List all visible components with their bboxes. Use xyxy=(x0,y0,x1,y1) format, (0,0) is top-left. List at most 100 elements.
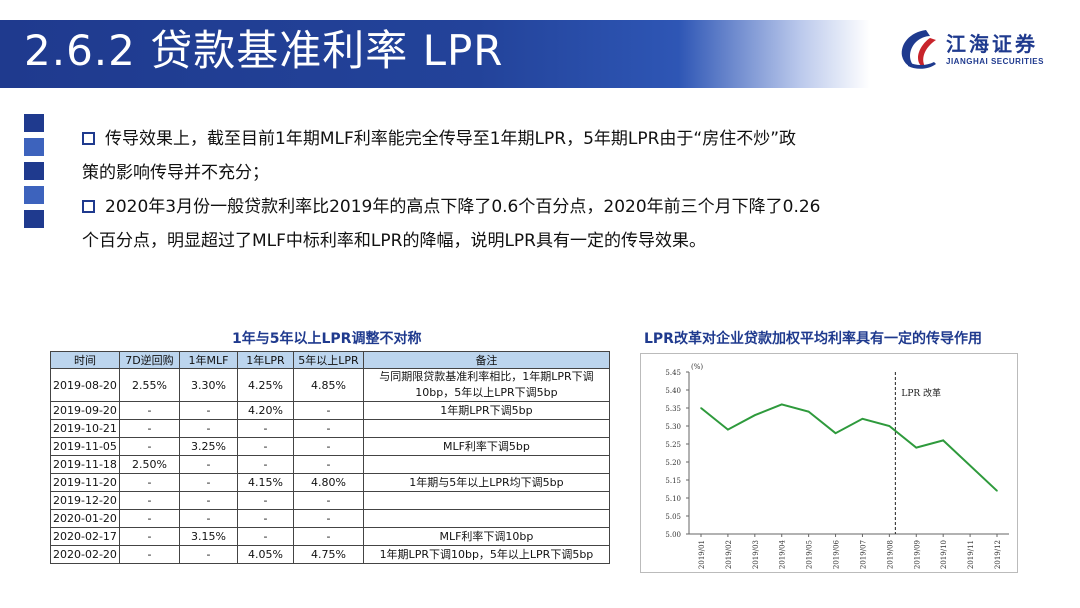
x-tick-label: 2019/05 xyxy=(806,540,814,569)
table-cell: 4.75% xyxy=(292,545,364,564)
table-cell xyxy=(362,491,610,510)
table-cell: 3.15% xyxy=(178,527,238,546)
table-cell: - xyxy=(236,509,294,528)
table-cell: - xyxy=(178,455,238,474)
data-point xyxy=(727,428,729,431)
table-cell: - xyxy=(118,509,180,528)
table-row: 2019-11-20- -4.15% 4.80% 1年期与5年以上LPR均下调5bp xyxy=(50,473,610,492)
table-cell: - xyxy=(178,401,238,420)
series-line xyxy=(700,403,998,492)
col-header: 1年MLF xyxy=(178,351,238,369)
table-cell: - xyxy=(118,419,180,438)
table-cell: - xyxy=(236,491,294,510)
lpr-reform-label: LPR 改革 xyxy=(901,387,941,399)
bullet-square-icon xyxy=(82,200,95,213)
table-cell: 2019-09-20 xyxy=(50,401,120,420)
table-cell: 2020-02-17 xyxy=(50,527,120,546)
table-cell xyxy=(362,509,610,528)
table-cell: 3.25% xyxy=(178,437,238,456)
table-cell: - xyxy=(118,401,180,420)
table-cell: - xyxy=(236,419,294,438)
data-point xyxy=(807,410,810,413)
logo-english-text: JIANGHAI SECURITIES xyxy=(946,57,1044,66)
col-header: 时间 xyxy=(50,351,120,369)
logo-chinese-text: 江海证券 xyxy=(946,32,1038,56)
table-cell: 2019-12-20 xyxy=(50,491,120,510)
y-tick-label: 5.05 xyxy=(665,513,681,521)
table-cell xyxy=(362,419,610,438)
table-cell: 4.15% xyxy=(236,473,294,492)
y-tick-label: 5.35 xyxy=(665,405,681,413)
table-cell: - xyxy=(292,509,364,528)
table-cell xyxy=(362,455,610,474)
table-cell: MLF利率下调10bp xyxy=(362,527,610,546)
y-tick-label: 5.10 xyxy=(665,495,681,503)
bullet-list: 传导效果上，截至目前1年期MLF利率能完全传导至1年期LPR，5年期LPR由于“… xyxy=(82,122,982,258)
table-row: 2019-11-05-3.25% - - MLF利率下调5bp xyxy=(50,437,610,456)
table-cell: 4.20% xyxy=(236,401,294,420)
y-tick-label: 5.30 xyxy=(665,423,681,431)
table-row: 2020-02-20- -4.05% 4.75% 1年期LPR下调10bp，5年以上L… xyxy=(50,545,610,564)
company-logo: 江海证券 JIANGHAI SECURITIES xyxy=(896,24,1066,74)
lpr-table: 时间 7D逆回购 1年MLF 1年LPR 5年以上LPR 备注 2019-08-… xyxy=(50,351,610,564)
table-cell: 2020-02-20 xyxy=(50,545,120,564)
x-tick-label: 2019/12 xyxy=(994,540,1002,569)
table-cell: 4.85% xyxy=(292,368,364,402)
x-tick-label: 2019/06 xyxy=(833,539,841,569)
x-tick-label: 2019/04 xyxy=(779,539,787,569)
table-cell: - xyxy=(236,437,294,456)
table-cell: 4.25% xyxy=(236,368,294,402)
x-tick-label: 2019/03 xyxy=(752,540,760,569)
table-cell: - xyxy=(292,455,364,474)
data-point xyxy=(700,407,702,409)
bullet-2-line-2: 个百分点，明显超过了MLF中标利率和LPR的降幅，说明LPR具有一定的传导效果。 xyxy=(82,231,706,251)
y-tick-label: 5.45 xyxy=(665,369,681,377)
table-cell: - xyxy=(292,419,364,438)
table-cell: MLF利率下调5bp xyxy=(362,437,610,456)
table-row: 2019-09-20- -4.20% -1年期LPR下调5bp xyxy=(50,401,610,420)
col-header: 7D逆回购 xyxy=(118,351,180,369)
table-cell: - xyxy=(178,491,238,510)
table-row: 2019-12-20- - - - xyxy=(50,491,610,510)
table-header-row: 时间 7D逆回购 1年MLF 1年LPR 5年以上LPR 备注 xyxy=(50,351,610,369)
x-tick-label: 2019/07 xyxy=(859,540,867,569)
col-header: 1年LPR xyxy=(236,351,294,369)
table-cell: - xyxy=(236,455,294,474)
table-row: 2019-08-20 2.55% 3.30% 4.25% 4.85% 与同期限贷款基准利率… xyxy=(50,368,610,402)
page-title: 2.6.2 贷款基准利率 LPR xyxy=(24,26,504,75)
x-tick-label: 2019/08 xyxy=(886,540,894,569)
decor-square-3 xyxy=(24,162,44,180)
table-cell: - xyxy=(118,491,180,510)
table-cell: 2.50% xyxy=(118,455,180,474)
table-cell: - xyxy=(118,527,180,546)
table-cell: - xyxy=(118,473,180,492)
data-point xyxy=(780,403,783,406)
table-cell: - xyxy=(118,545,180,564)
bullet-2-line-1: 2020年3月份一般贷款利率比2019年的高点下降了0.6个百分点，2020年前… xyxy=(82,190,982,224)
col-header: 备注 xyxy=(362,351,610,369)
table-cell: 2019-11-05 xyxy=(50,437,120,456)
table-cell: 4.80% xyxy=(292,473,364,492)
data-point xyxy=(942,439,944,442)
x-tick-label: 2019/11 xyxy=(967,540,975,569)
table-row: 2019-11-18 2.50% - - - xyxy=(50,455,610,474)
table-cell: 3.30% xyxy=(178,368,238,402)
table-cell: 1年期LPR下调10bp，5年以上LPR下调5bp xyxy=(362,545,610,564)
x-tick-label: 2019/01 xyxy=(698,540,706,569)
data-point xyxy=(888,425,891,427)
bullet-1-line-2: 策的影响传导并不充分； xyxy=(82,163,269,183)
x-tick-label: 2019/09 xyxy=(913,540,921,569)
table-cell: 2.55% xyxy=(118,368,180,402)
data-point xyxy=(834,432,837,434)
table-cell: 2019-11-20 xyxy=(50,473,120,492)
table-cell: 与同期限贷款基准利率相比，1年期LPR下调10bp，5年以上LPR下调5bp xyxy=(362,368,610,402)
header-banner: 2.6.2 贷款基准利率 LPR xyxy=(0,20,870,88)
table-cell: 1年期LPR下调5bp xyxy=(362,401,610,420)
y-tick-label: 5.00 xyxy=(665,531,681,539)
table-row: 2020-02-17-3.15% - - MLF利率下调10bp xyxy=(50,527,610,546)
jianghai-logo-icon xyxy=(901,30,936,69)
table-cell: 1年期与5年以上LPR均下调5bp xyxy=(362,473,610,492)
data-point xyxy=(996,490,998,492)
table-cell: - xyxy=(236,527,294,546)
chart-title: LPR改革对企业贷款加权平均利率具有一定的传导作用 xyxy=(644,331,982,347)
